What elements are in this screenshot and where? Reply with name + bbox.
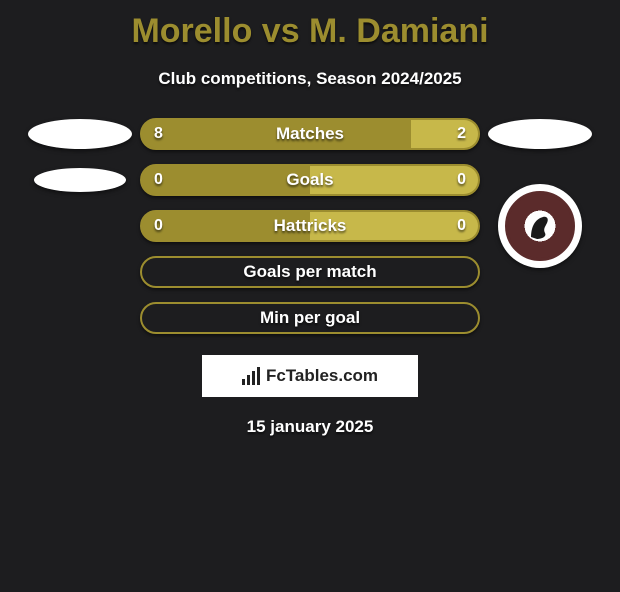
metric-bar: Hattricks00 [140, 210, 480, 242]
left-player-icon-slot [20, 249, 140, 295]
bar-left-fill [142, 212, 310, 240]
date-label: 15 january 2025 [0, 417, 620, 437]
metric-row: Matches82 [0, 111, 620, 157]
player-ellipse-icon [34, 168, 126, 192]
right-player-icon-slot [480, 295, 600, 341]
player-ellipse-icon [28, 119, 132, 149]
metrics-container: Matches82 Goals00 Hattricks00 Goals per mat… [0, 111, 620, 341]
metric-row: Min per goal [0, 295, 620, 341]
bar-left-fill [142, 166, 310, 194]
metric-bar: Goals per match [140, 256, 480, 288]
right-player-icon-slot [480, 111, 600, 157]
page-title: Morello vs M. Damiani [0, 12, 620, 51]
metric-bar: Goals00 [140, 164, 480, 196]
horse-silhouette-icon [523, 209, 557, 243]
right-player-icon-slot [480, 203, 600, 249]
site-label: FcTables.com [266, 366, 378, 386]
page-subtitle: Club competitions, Season 2024/2025 [0, 69, 620, 89]
left-player-icon-slot [20, 157, 140, 203]
club-badge-icon [498, 184, 582, 268]
bar-right-fill [411, 120, 478, 148]
metric-label: Min per goal [142, 304, 478, 332]
metric-bar: Min per goal [140, 302, 480, 334]
bar-right-fill [310, 212, 478, 240]
left-player-icon-slot [20, 203, 140, 249]
left-player-icon-slot [20, 295, 140, 341]
left-player-icon-slot [20, 111, 140, 157]
bar-chart-icon [242, 367, 260, 385]
metric-label: Goals per match [142, 258, 478, 286]
player-ellipse-icon [488, 119, 592, 149]
metric-row: Hattricks00 [0, 203, 620, 249]
site-attribution: FcTables.com [202, 355, 418, 397]
bar-right-fill [310, 166, 478, 194]
bar-left-fill [142, 120, 411, 148]
metric-bar: Matches82 [140, 118, 480, 150]
